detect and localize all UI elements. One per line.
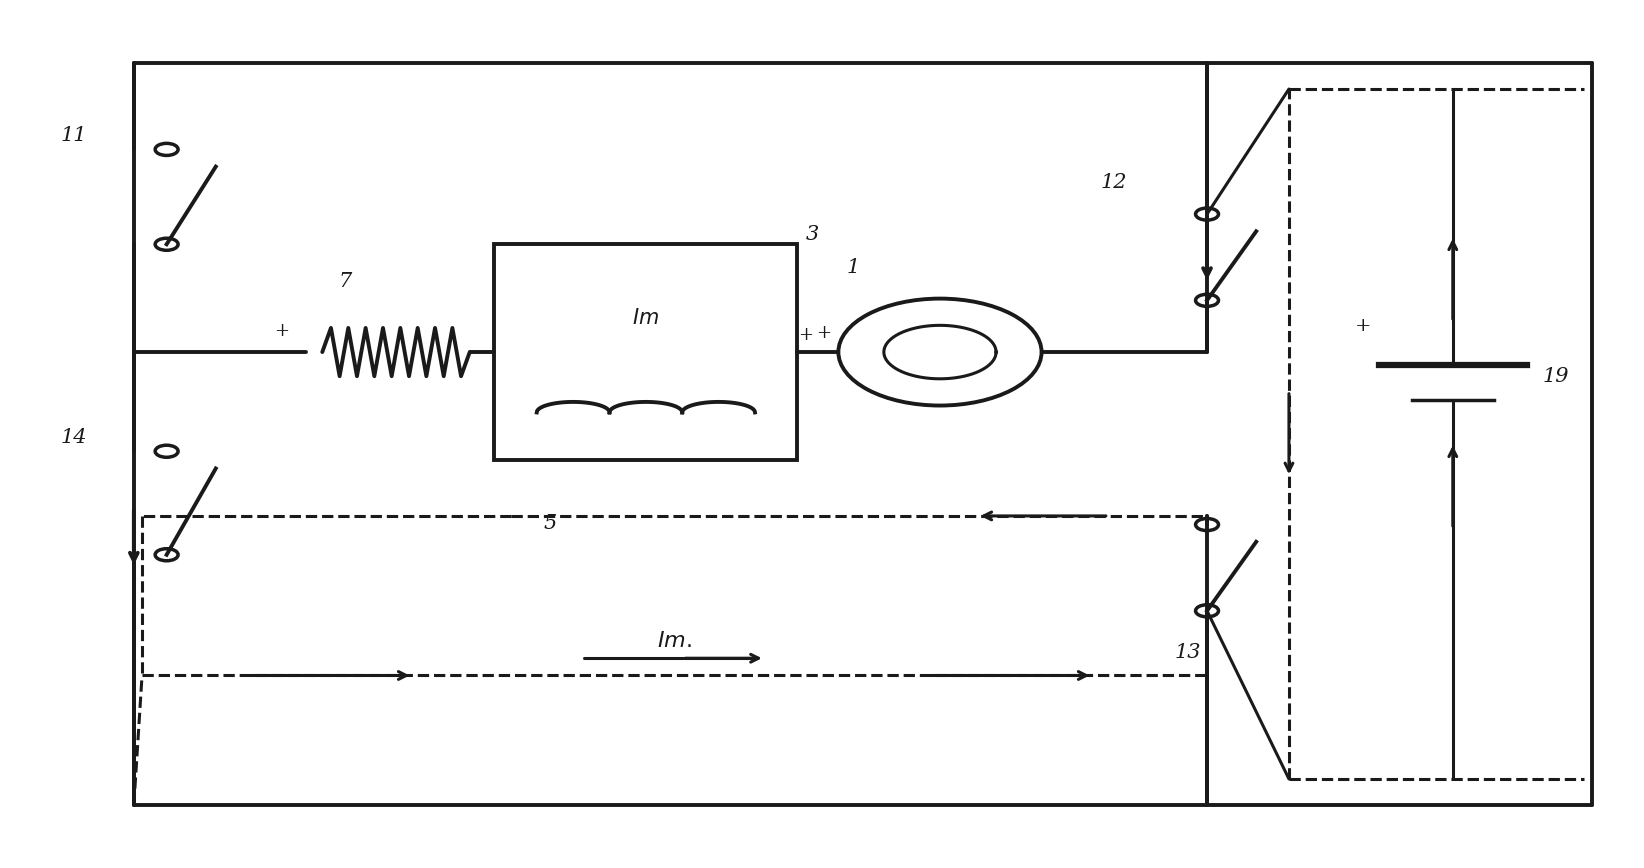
Text: 1: 1 — [847, 258, 860, 277]
Text: 14: 14 — [61, 428, 87, 447]
Text: +: + — [815, 324, 832, 342]
Text: 5: 5 — [544, 514, 557, 533]
Text: 3: 3 — [806, 225, 819, 244]
Text: $Im$: $Im$ — [633, 307, 659, 327]
Text: +: + — [1355, 317, 1371, 334]
Bar — [495, 244, 797, 460]
Text: $Im.$: $Im.$ — [658, 630, 692, 652]
Text: +: + — [797, 326, 814, 344]
Text: 13: 13 — [1174, 643, 1200, 662]
Text: +: + — [275, 321, 289, 339]
Text: 12: 12 — [1100, 174, 1128, 192]
Text: 19: 19 — [1544, 367, 1570, 386]
Text: 11: 11 — [61, 126, 87, 145]
Text: 7: 7 — [339, 273, 352, 292]
